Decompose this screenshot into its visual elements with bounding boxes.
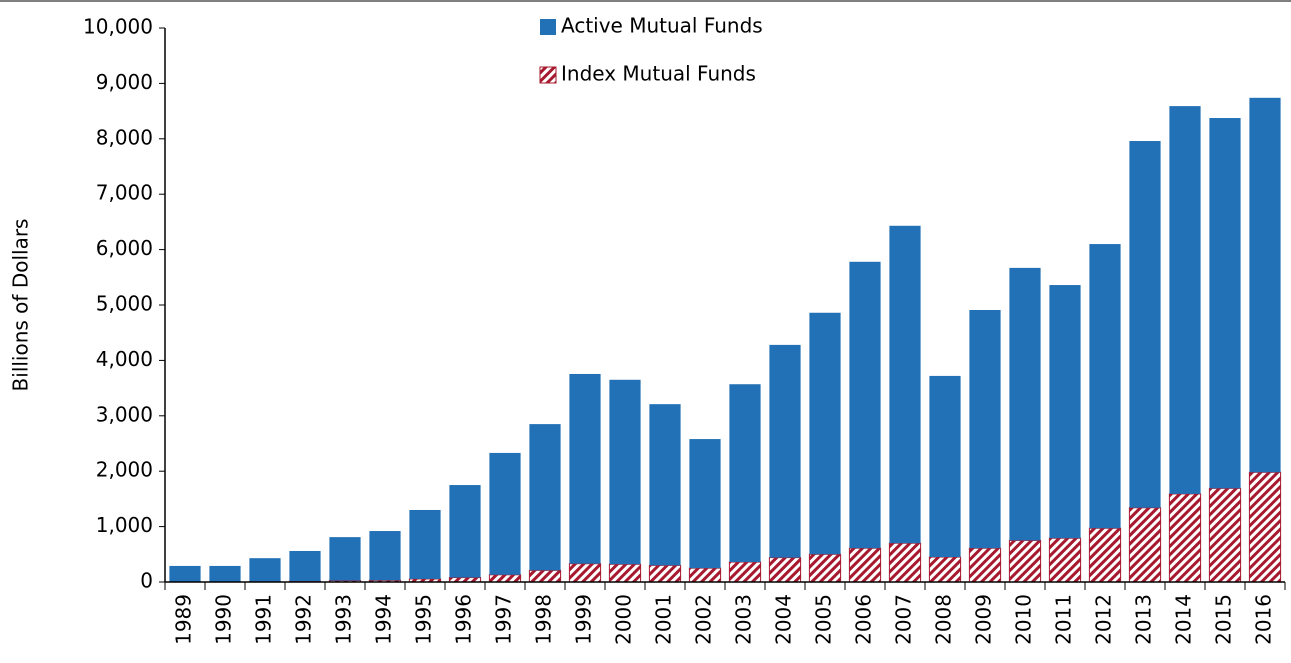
bar-segment: [528, 569, 562, 583]
x-tick-label: 1999: [572, 594, 596, 645]
bar-segment: [1209, 118, 1241, 489]
bar-segment: [889, 225, 921, 544]
bar-segment: [689, 439, 721, 569]
bar-segment: [849, 261, 881, 549]
x-tick-label: 1994: [372, 594, 396, 645]
x-tick-label: 1997: [492, 594, 516, 645]
x-tick-label: 2014: [1172, 594, 1196, 645]
x-tick-label: 2015: [1212, 594, 1236, 645]
y-tick-label: 6,000: [96, 236, 153, 260]
bar-segment: [249, 558, 281, 582]
legend-label: Index Mutual Funds: [561, 62, 756, 86]
x-tick-label: 1996: [452, 594, 476, 645]
y-tick-label: 9,000: [96, 70, 153, 94]
y-tick-label: 3,000: [96, 402, 153, 426]
bar-segment: [1248, 471, 1282, 583]
x-tick-label: 2004: [772, 594, 796, 645]
legend-label: Active Mutual Funds: [561, 14, 763, 38]
bar-segment: [968, 547, 1002, 583]
x-tick-label: 2007: [892, 594, 916, 645]
x-tick-label: 2010: [1012, 594, 1036, 645]
y-tick-label: 10,000: [83, 15, 153, 39]
y-tick-label: 2,000: [96, 458, 153, 482]
x-tick-label: 1990: [212, 594, 236, 645]
bar-segment: [409, 509, 441, 579]
bar-segment: [969, 309, 1001, 549]
x-tick-label: 2003: [732, 594, 756, 645]
bar-segment: [1009, 267, 1041, 541]
x-tick-label: 2016: [1252, 594, 1276, 645]
bar-segment: [209, 565, 241, 582]
y-tick-label: 8,000: [96, 125, 153, 149]
bar-segment: [329, 537, 361, 581]
bar-segment: [1168, 493, 1202, 583]
bar-segment: [609, 379, 641, 565]
bar-segment: [1089, 244, 1121, 529]
legend-swatch: [540, 19, 556, 35]
bar-segment: [808, 553, 842, 583]
x-tick-label: 1992: [292, 594, 316, 645]
bar-segment: [569, 373, 601, 564]
bar-segment: [289, 550, 321, 582]
y-tick-label: 0: [140, 569, 153, 593]
bar-segment: [1049, 285, 1081, 539]
y-tick-label: 1,000: [96, 513, 153, 537]
bar-segment: [928, 556, 962, 583]
bar-segment: [1169, 106, 1201, 494]
bar-segment: [728, 561, 762, 583]
x-tick-label: 1991: [252, 594, 276, 645]
x-tick-label: 1995: [412, 594, 436, 645]
x-tick-label: 1989: [172, 594, 196, 645]
bar-segment: [649, 404, 681, 566]
bar-segment: [369, 531, 401, 581]
bar-segment: [1048, 537, 1082, 583]
bar-segment: [888, 542, 922, 583]
x-tick-label: 2001: [652, 594, 676, 645]
bar-segment: [688, 567, 722, 583]
y-axis-label: Billions of Dollars: [9, 219, 33, 392]
x-tick-label: 1993: [332, 594, 356, 645]
bar-segment: [449, 485, 481, 578]
bar-segment: [608, 563, 642, 583]
x-tick-label: 2002: [692, 594, 716, 645]
y-tick-label: 7,000: [96, 181, 153, 205]
x-tick-label: 2009: [972, 594, 996, 645]
x-tick-label: 1998: [532, 594, 556, 645]
bar-segment: [769, 344, 801, 558]
bar-segment: [1129, 141, 1161, 508]
bar-segment: [768, 557, 802, 583]
x-tick-label: 2012: [1092, 594, 1116, 645]
y-tick-label: 4,000: [96, 347, 153, 371]
bar-segment: [568, 563, 602, 583]
bar-segment: [529, 424, 561, 571]
x-tick-label: 2000: [612, 594, 636, 645]
x-tick-label: 2011: [1052, 594, 1076, 645]
x-tick-label: 2005: [812, 594, 836, 645]
bar-segment: [1088, 527, 1122, 583]
bar-segment: [489, 452, 521, 575]
bar-segment: [169, 565, 201, 582]
bar-segment: [1249, 97, 1281, 473]
bar-segment: [809, 312, 841, 555]
bar-segment: [1008, 539, 1042, 583]
bar-segment: [729, 384, 761, 563]
bar-segment: [1208, 487, 1242, 583]
x-tick-label: 2006: [852, 594, 876, 645]
y-tick-label: 5,000: [96, 292, 153, 316]
legend-swatch: [539, 66, 557, 84]
bar-segment: [929, 375, 961, 558]
bar-segment: [1128, 507, 1162, 583]
x-tick-label: 2008: [932, 594, 956, 645]
bar-segment: [648, 564, 682, 583]
bar-segment: [488, 574, 522, 583]
bar-segment: [848, 547, 882, 583]
x-tick-label: 2013: [1132, 594, 1156, 645]
